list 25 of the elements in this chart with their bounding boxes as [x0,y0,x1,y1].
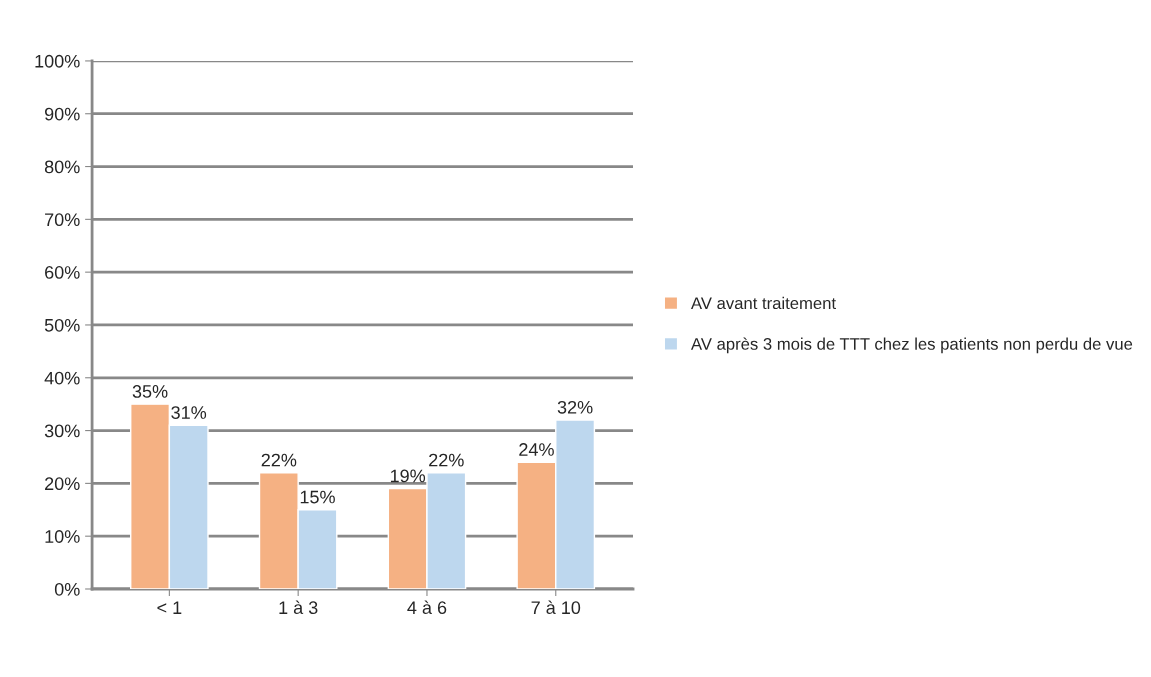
data-label: 22% [261,453,297,467]
y-tick-label: 60% [45,266,80,279]
x-tick-label: < 1 [157,601,182,614]
y-tick-label: 20% [45,477,80,491]
data-label: 35% [132,385,168,398]
y-tick-label: 10% [45,530,80,543]
y-tick-label: 70% [45,213,80,227]
y-tick-label: 100% [35,54,80,68]
legend-label: AV après 3 mois de TTT chez les patients non perdu de vue [690,337,1133,354]
y-tick-label: 40% [44,371,80,385]
y-tick-label: 90% [44,107,80,121]
y-tick-label: 0% [54,582,80,596]
y-tick-label: 80% [44,160,80,174]
data-label: 32% [557,400,593,414]
data-label: 22% [429,453,464,467]
y-tick-label: 50% [44,318,80,332]
x-tick-label: 7 à 10 [531,600,581,615]
data-label: 15% [300,490,335,504]
data-label: 24% [519,443,554,456]
data-label: 19% [390,469,426,483]
legend-label: AV avant traitement [690,296,836,310]
x-tick-label: 4 à 6 [407,600,447,615]
x-tick-label: 1 à 3 [279,600,318,615]
data-label: 31% [171,406,207,419]
y-tick-label: 30% [44,424,80,438]
